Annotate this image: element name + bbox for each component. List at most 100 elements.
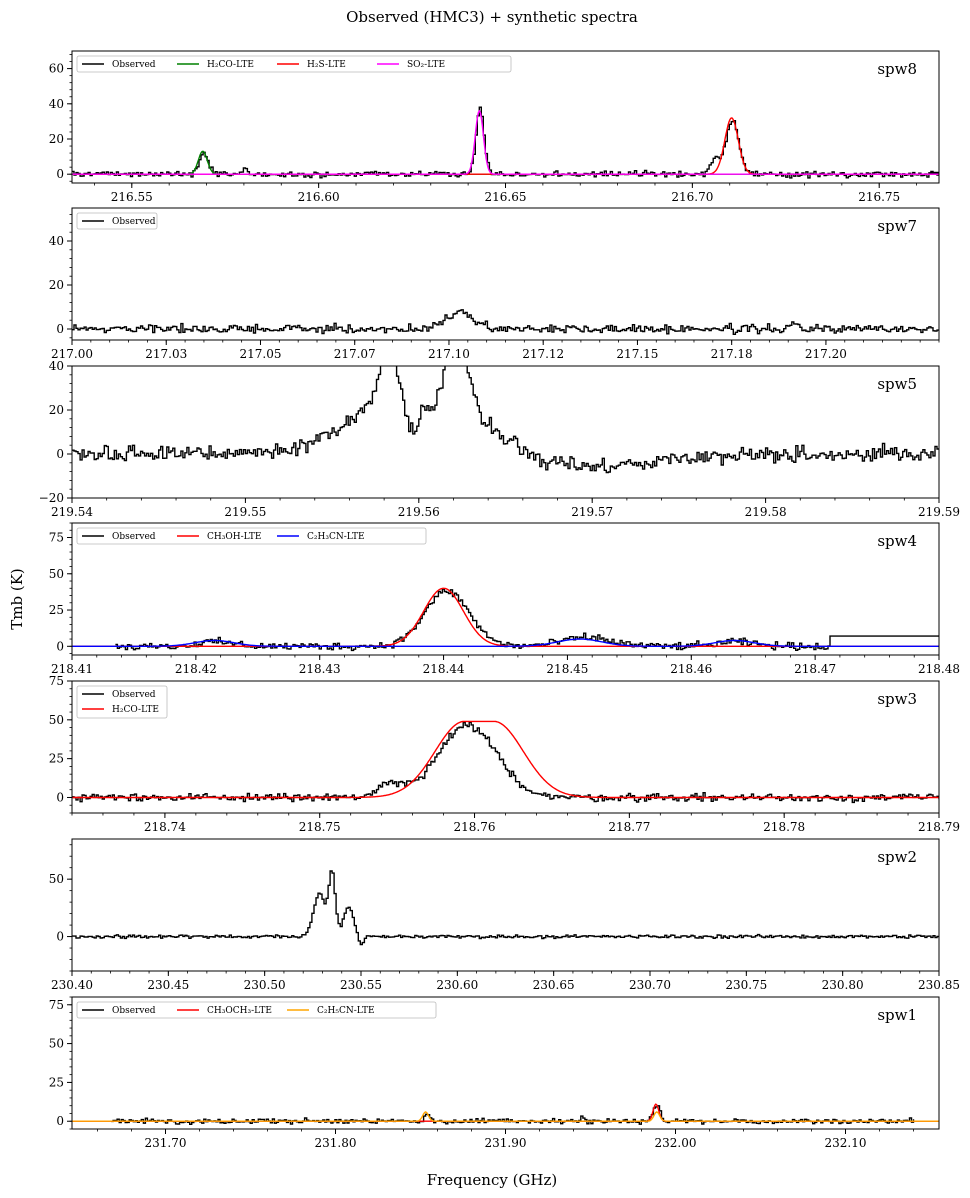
legend-entry-spw8: H₂CO-LTE — [207, 60, 254, 70]
x-tick-label-spw3: 218.76 — [454, 820, 496, 834]
panel-label-spw5: spw5 — [877, 375, 917, 393]
model-spectrum-spw4-2 — [72, 638, 939, 647]
panel-label-spw7: spw7 — [877, 217, 917, 235]
x-axis-label: Frequency (GHz) — [427, 1171, 558, 1189]
x-tick-label-spw5: 219.58 — [745, 505, 787, 519]
x-tick-label-spw4: 218.46 — [670, 662, 712, 676]
y-tick-label-spw7: 20 — [49, 278, 64, 292]
x-tick-label-spw2: 230.65 — [533, 978, 575, 992]
panel-spw3: 218.74 218.75 218.76 218.77 218.78 218.79 0 25 5… — [49, 674, 960, 834]
x-tick-label-spw7: 217.07 — [334, 347, 376, 361]
x-tick-label-spw7: 217.05 — [239, 347, 281, 361]
axes-frame-spw4 — [71, 522, 940, 656]
x-tick-label-spw3: 218.75 — [299, 820, 341, 834]
x-tick-label-spw5: 219.59 — [918, 505, 960, 519]
x-tick-label-spw8: 216.70 — [671, 190, 713, 204]
legend-entry-spw8: SO₂-LTE — [407, 60, 445, 70]
legend-box-spw4 — [76, 527, 427, 545]
x-tick-label-spw2: 230.70 — [629, 978, 671, 992]
x-tick-label-spw7: 217.15 — [616, 347, 658, 361]
axes-frame-spw7 — [71, 207, 940, 341]
legend-spw4: Observed CH₃OH-LTE C₂H₃CN-LTE — [76, 527, 427, 545]
plot-area-spw3 — [72, 720, 939, 804]
plot-area-spw7 — [72, 309, 939, 335]
x-tick-label-spw8: 216.65 — [485, 190, 527, 204]
x-tick-label-spw2: 230.80 — [822, 978, 864, 992]
y-tick-label-spw8: 20 — [49, 132, 64, 146]
y-tick-label-spw4: 25 — [49, 603, 64, 617]
y-tick-label-spw5: −20 — [39, 491, 64, 505]
model-spectrum-spw1-1 — [72, 1103, 939, 1122]
plot-area-spw4 — [72, 587, 939, 652]
legend-spw8: Observed H₂CO-LTE H₂S-LTE SO₂-LTE — [76, 55, 512, 73]
x-tick-label-spw2: 230.55 — [340, 978, 382, 992]
x-tick-label-spw5: 219.55 — [224, 505, 266, 519]
legend-entry-spw1: Observed — [112, 1006, 156, 1016]
observed-spectrum-spw3 — [72, 721, 939, 804]
legend-entry-spw4: CH₃OH-LTE — [207, 532, 261, 542]
axes-frame-spw2 — [71, 838, 940, 972]
panel-spw2: 230.40 230.45 230.50 230.55 230.60 230.65 230.… — [49, 838, 960, 992]
y-tick-label-spw1: 25 — [49, 1075, 64, 1089]
panel-label-spw4: spw4 — [877, 532, 917, 550]
x-tick-label-spw3: 218.79 — [918, 820, 960, 834]
y-tick-label-spw5: 0 — [56, 447, 64, 461]
x-tick-label-spw7: 217.20 — [805, 347, 847, 361]
y-axis-label: Tmb (K) — [8, 568, 26, 630]
y-tick-label-spw1: 0 — [56, 1114, 64, 1128]
plot-area-spw5 — [72, 366, 939, 474]
y-tick-label-spw2: 50 — [49, 872, 64, 886]
legend-entry-spw1: C₂H₅CN-LTE — [317, 1006, 375, 1016]
x-tick-label-spw7: 217.12 — [522, 347, 564, 361]
y-tick-label-spw3: 25 — [49, 752, 64, 766]
legend-entry-spw8: Observed — [112, 60, 156, 70]
y-tick-label-spw5: 40 — [49, 359, 64, 373]
x-tick-label-spw4: 218.43 — [299, 662, 341, 676]
x-tick-label-spw8: 216.55 — [111, 190, 153, 204]
panel-spw4: 218.41 218.42 218.43 218.44 218.45 218.46 218.… — [49, 522, 960, 676]
x-tick-label-spw4: 218.47 — [794, 662, 836, 676]
x-tick-label-spw2: 230.45 — [147, 978, 189, 992]
legend-entry-spw7: Observed — [112, 217, 156, 227]
legend-entry-spw3: H₂CO-LTE — [112, 705, 159, 715]
x-tick-label-spw7: 217.10 — [428, 347, 470, 361]
axes-frame-spw5 — [71, 365, 940, 499]
x-tick-label-spw1: 231.90 — [485, 1136, 527, 1150]
y-tick-label-spw4: 50 — [49, 567, 64, 581]
x-tick-label-spw7: 217.03 — [145, 347, 187, 361]
legend-entry-spw4: Observed — [112, 532, 156, 542]
x-tick-label-spw4: 218.41 — [51, 662, 93, 676]
y-tick-label-spw1: 50 — [49, 1037, 64, 1051]
y-tick-label-spw7: 40 — [49, 234, 64, 248]
model-spectrum-spw8-2 — [72, 117, 939, 175]
observed-spectrum-spw5 — [72, 366, 939, 474]
x-tick-label-spw1: 231.70 — [145, 1136, 187, 1150]
x-tick-label-spw2: 230.50 — [244, 978, 286, 992]
y-tick-label-spw8: 0 — [56, 167, 64, 181]
x-tick-label-spw1: 232.00 — [655, 1136, 697, 1150]
legend-entry-spw4: C₂H₃CN-LTE — [307, 532, 365, 542]
model-spectrum-spw8-3 — [72, 109, 939, 175]
axes-frame-spw3 — [71, 680, 940, 814]
x-tick-label-spw1: 232.10 — [825, 1136, 867, 1150]
x-tick-label-spw1: 231.80 — [315, 1136, 357, 1150]
x-tick-label-spw4: 218.42 — [175, 662, 217, 676]
x-tick-label-spw7: 217.00 — [51, 347, 93, 361]
observed-spectrum-spw4 — [115, 588, 939, 652]
model-spectrum-spw1-2 — [72, 1111, 939, 1122]
panel-label-spw2: spw2 — [877, 848, 917, 866]
y-tick-label-spw3: 50 — [49, 713, 64, 727]
y-tick-label-spw8: 40 — [49, 97, 64, 111]
observed-spectrum-spw8 — [72, 106, 939, 179]
figure-title: Observed (HMC3) + synthetic spectra — [346, 8, 638, 26]
x-tick-label-spw4: 218.45 — [546, 662, 588, 676]
legend-entry-spw3: Observed — [112, 690, 156, 700]
panel-label-spw1: spw1 — [877, 1006, 917, 1024]
observed-spectrum-spw2 — [72, 870, 939, 946]
panel-spw1: 231.70 231.80 231.90 232.00 232.10 0 25 50 75 spw… — [49, 996, 940, 1150]
legend-box-spw1 — [76, 1001, 437, 1019]
legend-entry-spw8: H₂S-LTE — [307, 60, 346, 70]
x-tick-label-spw2: 230.40 — [51, 978, 93, 992]
panel-spw5: 219.54 219.55 219.56 219.57 219.58 219.59 −20 0… — [39, 359, 960, 519]
